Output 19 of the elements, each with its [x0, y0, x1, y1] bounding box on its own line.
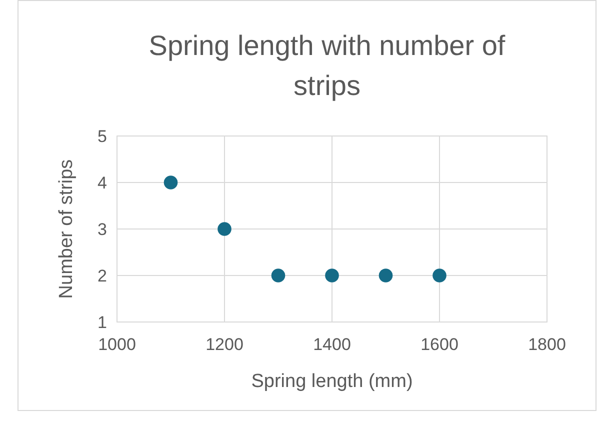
- point: [218, 222, 232, 236]
- point: [432, 268, 446, 282]
- point: [378, 268, 393, 282]
- y-tick-label: 2: [98, 266, 107, 286]
- y-tick-label: 1: [98, 312, 107, 332]
- y-tick-label: 3: [98, 220, 107, 239]
- point: [325, 268, 339, 282]
- y-tick-label: 5: [98, 126, 107, 146]
- point: [271, 268, 286, 282]
- x-tick-label: 1000: [98, 335, 136, 354]
- chart-title: Spring length with number of strips: [148, 30, 506, 101]
- x-axis-title: Spring length (mm): [251, 371, 413, 392]
- x-tick-label: 1400: [313, 335, 351, 354]
- y-tick-label: 4: [98, 173, 107, 192]
- x-tick-label: 1800: [528, 335, 566, 354]
- x-tick-label: 1600: [420, 335, 458, 354]
- x-tick-label: 1200: [206, 335, 244, 354]
- y-axis-title: Number of strips: [56, 159, 77, 299]
- point: [164, 176, 178, 190]
